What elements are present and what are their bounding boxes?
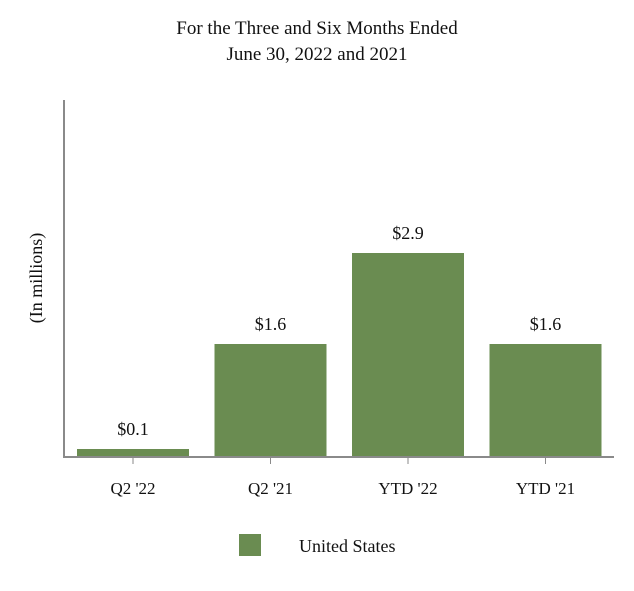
x-tick-label-q2-21: Q2 '21 bbox=[248, 479, 293, 498]
x-tick-label-ytd-21: YTD '21 bbox=[516, 479, 575, 498]
legend-swatch-united-states bbox=[239, 534, 261, 556]
x-ticks-layer: Q2 '22 Q2 '21 YTD '22 YTD '21 bbox=[110, 457, 575, 498]
chart-title-line-1: For the Three and Six Months Ended bbox=[176, 18, 458, 39]
x-tick-label-ytd-22: YTD '22 bbox=[378, 479, 437, 498]
data-label-ytd-21: $1.6 bbox=[530, 314, 562, 334]
bar-ytd-22 bbox=[352, 253, 464, 456]
y-axis-label: (In millions) bbox=[26, 233, 47, 324]
x-tick-label-q2-22: Q2 '22 bbox=[110, 479, 155, 498]
legend-label-united-states: United States bbox=[299, 536, 396, 556]
legend: United States bbox=[239, 534, 396, 556]
data-labels-layer: $0.1 $1.6 $2.9 $1.6 bbox=[117, 223, 561, 439]
data-label-q2-21: $1.6 bbox=[255, 314, 287, 334]
chart-title-line-2: June 30, 2022 and 2021 bbox=[226, 44, 407, 65]
bar-ytd-21 bbox=[489, 344, 602, 456]
data-label-ytd-22: $2.9 bbox=[392, 223, 424, 243]
bar-q2-21 bbox=[214, 344, 327, 456]
bars-layer bbox=[77, 253, 602, 456]
data-label-q2-22: $0.1 bbox=[117, 419, 149, 439]
bar-q2-22 bbox=[77, 449, 189, 456]
